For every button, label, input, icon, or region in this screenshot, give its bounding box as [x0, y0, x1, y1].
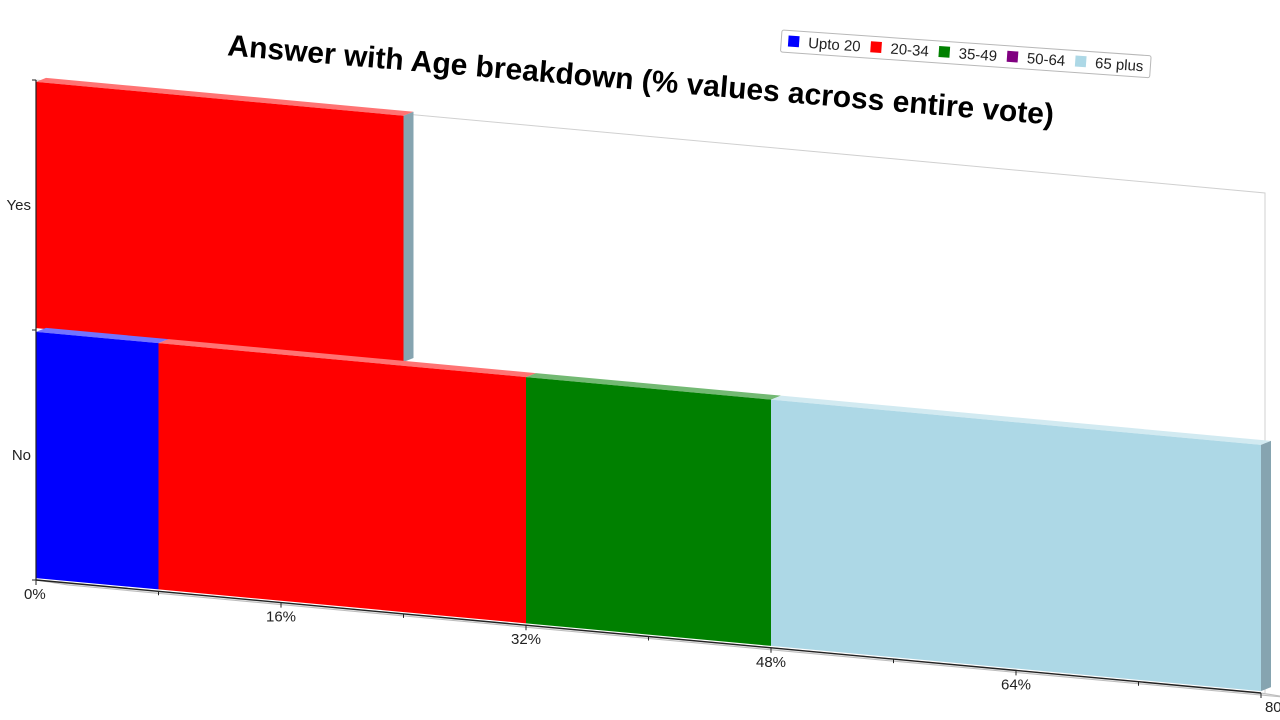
bar-side-face: [403, 111, 414, 363]
bar-yes-20-34: [36, 77, 414, 363]
bar-no-65-plus: [771, 395, 1271, 692]
bar-no-20-34: [158, 339, 536, 624]
legend-item-20-34: 20-34: [870, 41, 929, 61]
category-label-no: No: [12, 447, 31, 464]
bar-front-face: [158, 343, 526, 624]
legend-box: Upto 20 20-34 35-49 50-64 65 plus: [780, 29, 1152, 79]
legend-label: 35-49: [958, 45, 997, 65]
bar-front-face: [36, 331, 159, 590]
legend-swatch: [938, 46, 951, 58]
legend-label: 65 plus: [1095, 55, 1144, 75]
bar-top-face: [526, 373, 781, 400]
legend-label: Upto 20: [808, 35, 862, 56]
legend-item-50-64: 50-64: [1006, 50, 1066, 70]
legend-swatch: [1006, 50, 1019, 63]
bar-no-35-49: [526, 373, 781, 646]
x-tick-label: 0%: [24, 586, 46, 603]
legend-swatch: [1074, 55, 1087, 68]
bar-top-face: [36, 77, 414, 116]
axes: Yes No 0% 16% 32% 48% 64% 80%: [7, 79, 1280, 716]
bar-front-face: [526, 377, 771, 646]
x-tick-label: 32%: [511, 631, 541, 648]
legend-item-65-plus: 65 plus: [1074, 55, 1144, 75]
legend: Upto 20 20-34 35-49 50-64 65 plus: [780, 29, 1152, 79]
bar-front-face: [36, 81, 404, 363]
bar-top-face: [771, 395, 1271, 445]
bar-top-face: [158, 339, 536, 378]
x-tick-label: 80%: [1265, 699, 1280, 716]
category-label-yes: Yes: [7, 197, 31, 214]
bar-side-face: [1261, 440, 1271, 692]
legend-swatch: [787, 35, 800, 48]
legend-item-upto-20: Upto 20: [787, 35, 862, 56]
legend-label: 50-64: [1026, 50, 1065, 70]
x-tick-label: 16%: [266, 609, 296, 626]
bars: [36, 77, 1271, 692]
legend-swatch: [870, 41, 882, 53]
legend-label: 20-34: [890, 41, 929, 61]
x-tick-label: 48%: [756, 654, 786, 671]
bar-top-face: [36, 327, 169, 344]
x-tick-label: 64%: [1001, 676, 1031, 693]
bar-front-face: [771, 399, 1261, 692]
bar-no-upto-20: [36, 327, 169, 590]
legend-item-35-49: 35-49: [938, 45, 998, 65]
